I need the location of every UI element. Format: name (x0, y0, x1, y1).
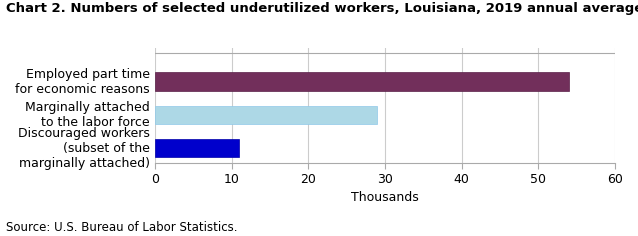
Bar (155, 106, 378, 124)
Bar (155, 72, 569, 91)
Text: Source: U.S. Bureau of Labor Statistics.: Source: U.S. Bureau of Labor Statistics. (6, 221, 238, 234)
Text: Chart 2. Numbers of selected underutilized workers, Louisiana, 2019 annual avera: Chart 2. Numbers of selected underutiliz… (6, 2, 638, 15)
Bar (155, 139, 239, 157)
X-axis label: Thousands: Thousands (352, 191, 419, 204)
